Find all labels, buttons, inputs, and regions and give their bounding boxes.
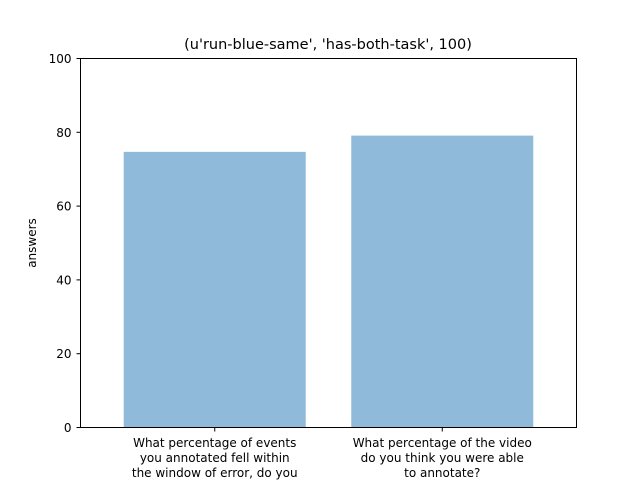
- y-axis: 0 20 40 60 80 100: [49, 52, 81, 435]
- bars-layer: [123, 135, 534, 428]
- y-tick-label: 80: [56, 126, 71, 140]
- y-tick-label: 0: [64, 421, 72, 435]
- plot-frame: [80, 58, 577, 428]
- x-tick-label: What percentage of the video do you think…: [353, 436, 532, 480]
- y-tick-label: 100: [49, 52, 72, 66]
- chart-title: (u'run-blue-same', 'has-both-task', 100): [184, 37, 472, 53]
- bar-1: [351, 135, 534, 428]
- x-tick-label: What percentage of events you annotated f…: [132, 436, 298, 480]
- x-axis: What percentage of events you annotated f…: [132, 427, 532, 480]
- bar-0: [123, 151, 306, 428]
- y-tick-label: 20: [56, 347, 71, 361]
- y-tick-label: 40: [56, 273, 71, 287]
- y-tick-label: 60: [56, 200, 71, 214]
- y-axis-label: answers: [25, 218, 39, 268]
